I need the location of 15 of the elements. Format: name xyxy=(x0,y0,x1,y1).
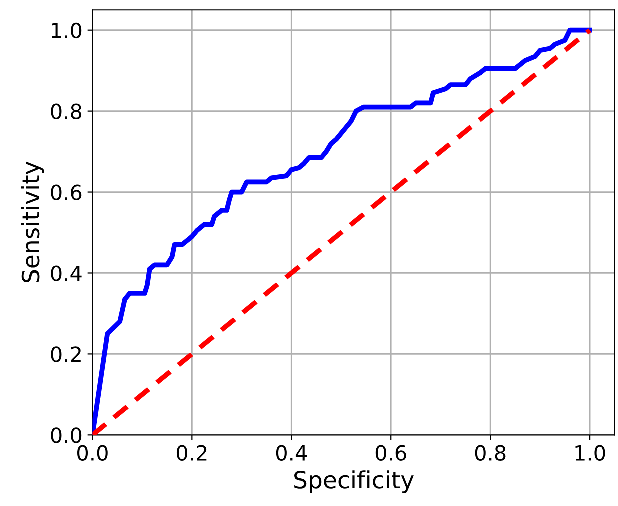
y-tick-label: 1.0 xyxy=(52,22,82,39)
x-tick-label: 0.8 xyxy=(475,445,506,462)
x-tick-label: 0.4 xyxy=(276,445,308,462)
x-tick-label: 0.6 xyxy=(376,445,406,462)
y-tick-label: 0.8 xyxy=(51,104,82,120)
y-axis-title: Sensitivity xyxy=(21,162,44,283)
x-tick-label: 0.0 xyxy=(78,445,108,462)
y-tick-label: 0.2 xyxy=(51,346,81,362)
line-series xyxy=(92,28,592,436)
x-tick-label: 0.2 xyxy=(176,445,207,462)
y-tick-label: 0.6 xyxy=(51,184,82,200)
x-tick-label: 1.0 xyxy=(576,445,606,462)
x-axis-title: Specificity xyxy=(294,470,414,494)
y-tick-label: 0.0 xyxy=(51,428,82,444)
y-tick-label: 0.4 xyxy=(51,266,82,282)
